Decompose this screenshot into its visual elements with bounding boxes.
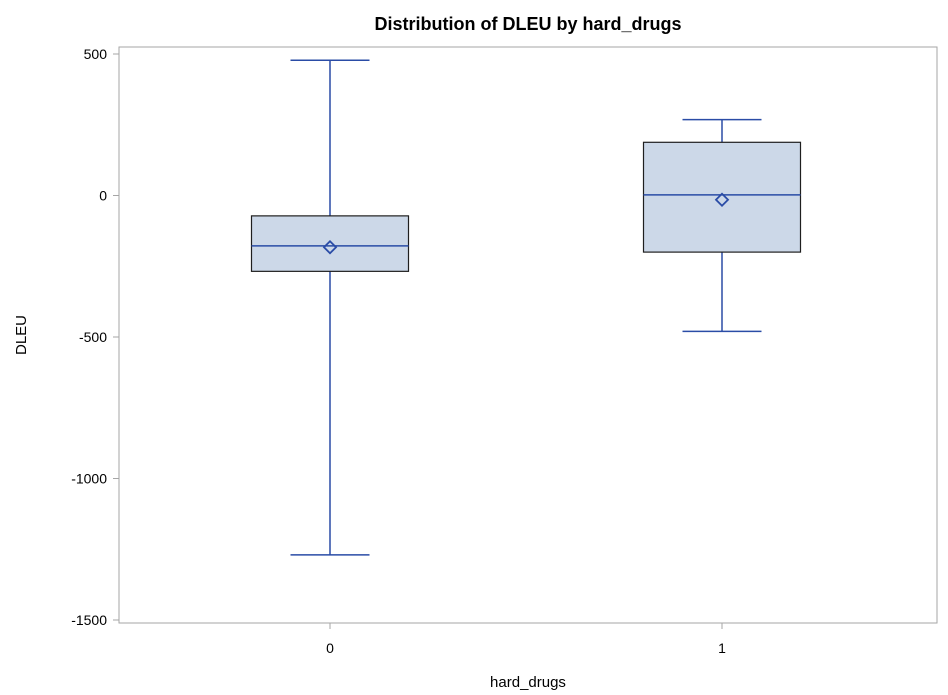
x-axis-label: hard_drugs <box>490 674 566 691</box>
iqr-box <box>250 215 410 272</box>
y-tick-label: 500 <box>84 46 108 62</box>
iqr-box <box>642 141 802 253</box>
chart-title: Distribution of DLEU by hard_drugs <box>374 14 681 34</box>
y-axis-label: DLEU <box>13 315 30 355</box>
x-tick-label: 1 <box>718 640 726 656</box>
y-tick-label: -500 <box>79 329 107 345</box>
x-tick-label: 0 <box>326 640 334 656</box>
plot-frame <box>118 46 938 624</box>
mean-marker <box>322 240 338 255</box>
mean-marker <box>714 192 730 208</box>
y-tick-label: -1000 <box>71 471 107 487</box>
box-group-1 <box>642 118 802 333</box>
y-tick-label: -1500 <box>71 612 107 628</box>
box-group-0 <box>250 59 410 556</box>
y-tick-label: 0 <box>99 188 107 204</box>
box-series <box>250 59 802 556</box>
y-axis: 500 0 -500 -1000 -1500 <box>71 46 119 628</box>
